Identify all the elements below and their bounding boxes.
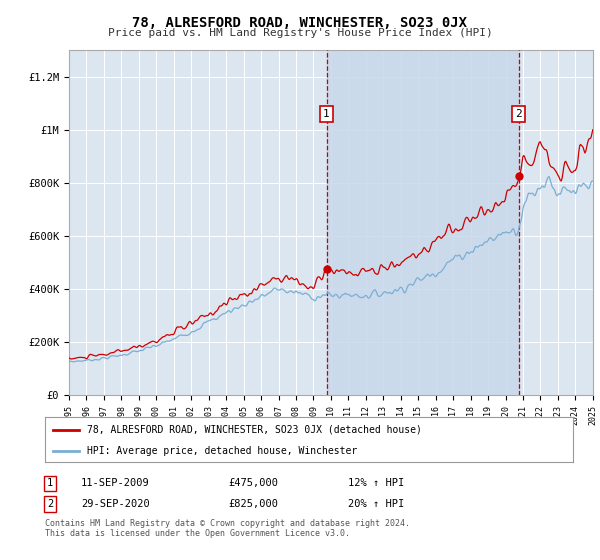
Text: This data is licensed under the Open Government Licence v3.0.: This data is licensed under the Open Gov… — [45, 529, 350, 538]
Text: 2: 2 — [515, 109, 522, 119]
Text: 20% ↑ HPI: 20% ↑ HPI — [348, 499, 404, 509]
Text: 12% ↑ HPI: 12% ↑ HPI — [348, 478, 404, 488]
Text: 1: 1 — [323, 109, 330, 119]
Text: 29-SEP-2020: 29-SEP-2020 — [81, 499, 150, 509]
Text: 2: 2 — [47, 499, 53, 509]
Bar — [326, 50, 518, 395]
Text: 1: 1 — [47, 478, 53, 488]
Text: £825,000: £825,000 — [228, 499, 278, 509]
Text: 78, ALRESFORD ROAD, WINCHESTER, SO23 0JX (detached house): 78, ALRESFORD ROAD, WINCHESTER, SO23 0JX… — [87, 424, 422, 435]
Text: 11-SEP-2009: 11-SEP-2009 — [81, 478, 150, 488]
Text: Price paid vs. HM Land Registry's House Price Index (HPI): Price paid vs. HM Land Registry's House … — [107, 28, 493, 38]
Text: £475,000: £475,000 — [228, 478, 278, 488]
Text: HPI: Average price, detached house, Winchester: HPI: Average price, detached house, Winc… — [87, 446, 358, 456]
Text: Contains HM Land Registry data © Crown copyright and database right 2024.: Contains HM Land Registry data © Crown c… — [45, 519, 410, 528]
Text: 78, ALRESFORD ROAD, WINCHESTER, SO23 0JX: 78, ALRESFORD ROAD, WINCHESTER, SO23 0JX — [133, 16, 467, 30]
